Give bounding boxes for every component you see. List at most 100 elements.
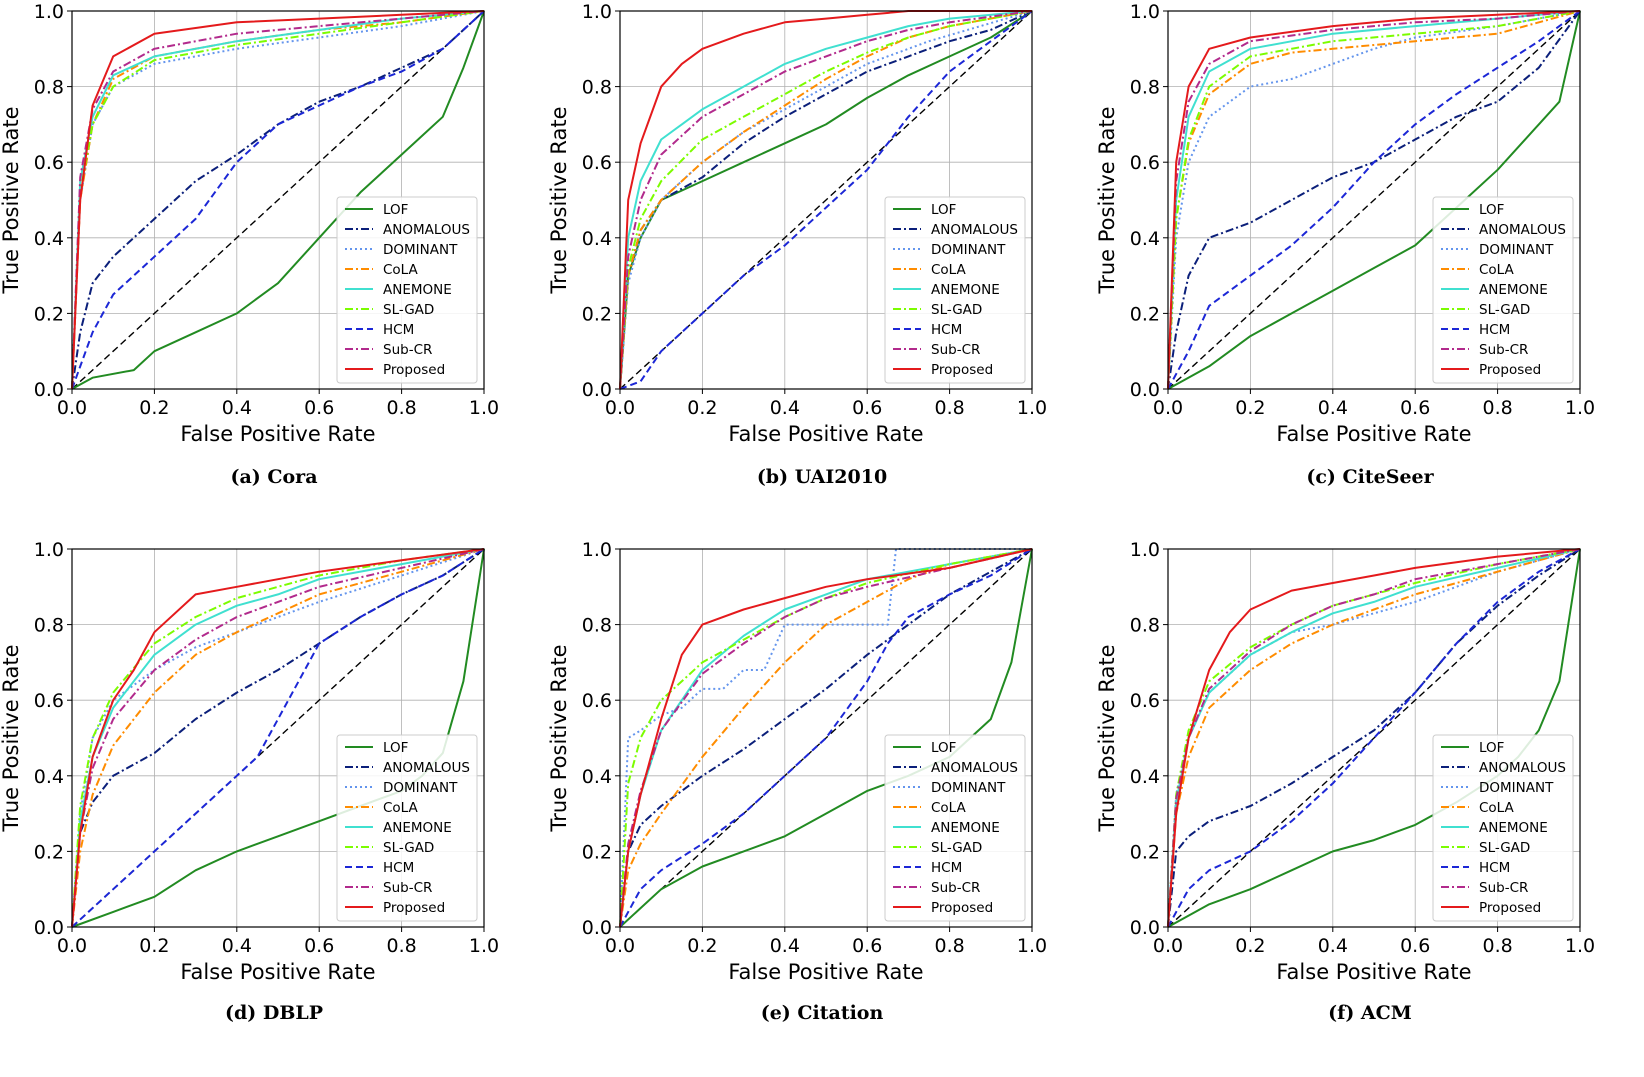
x-tick-label: 1.0 [1017,935,1047,957]
x-tick-label: 0.6 [1400,397,1430,419]
series-line-sub-cr [71,548,485,928]
legend-label-lof: LOF [931,202,956,218]
series-line-sl-gad [71,548,485,928]
legend-label-dominant: DOMINANT [931,780,1006,796]
series-line-anemone [1167,10,1581,390]
legend-box [336,196,478,384]
legend-label-dominant: DOMINANT [1479,242,1554,258]
legend-label-proposed: Proposed [931,362,993,378]
y-tick-label: 0.6 [582,152,612,174]
legend-label-cola: CoLA [383,800,419,816]
x-tick-label: 0.4 [1318,935,1348,957]
random-baseline-line [71,10,485,390]
series-line-hcm [1167,548,1581,928]
series-line-cola [1167,548,1581,928]
series-line-proposed [619,548,1033,928]
x-tick-label: 0.0 [605,935,635,957]
x-tick-label: 0.0 [605,397,635,419]
y-tick-label: 0.0 [34,917,64,939]
y-axis-label: True Positive Rate [1096,644,1119,832]
legend: LOF ANOMALOUS DOMINANT CoLA ANEMONE SL-GAD HCM… [336,734,478,922]
legend-label-anemone: ANEMONE [931,820,1000,836]
y-tick-label: 0.4 [1130,228,1160,250]
series-line-dominant [71,548,485,928]
x-tick-label: 1.0 [469,397,499,419]
series-line-cola [619,10,1033,390]
x-tick-label: 1.0 [1565,935,1595,957]
legend-label-cola: CoLA [1479,262,1515,278]
roc-chart-uai2010: 0.0 0.2 0.4 0.6 0.8 1.0 0.0 0.2 0.4 0.6 0.8 1.0 Fals… [547,1,1047,446]
legend-label-lof: LOF [383,740,408,756]
y-tick-label: 0.0 [582,379,612,401]
x-axis-label: False Positive Rate [728,422,923,446]
series-line-lof [619,548,1033,928]
legend-label-sl-gad: SL-GAD [931,302,982,318]
y-tick-label: 0.4 [1130,766,1160,788]
y-tick-label: 0.8 [582,77,612,99]
legend-label-anomalous: ANOMALOUS [383,760,470,776]
y-tick-label: 1.0 [34,1,64,23]
legend: LOF ANOMALOUS DOMINANT CoLA ANEMONE SL-GAD HCM… [336,196,478,384]
legend: LOF ANOMALOUS DOMINANT CoLA ANEMONE SL-GAD HCM… [884,196,1026,384]
caption-acm: (f) ACM [1328,1002,1412,1024]
y-tick-label: 0.6 [1130,690,1160,712]
legend-label-hcm: HCM [383,322,414,338]
legend-label-anemone: ANEMONE [1479,820,1548,836]
caption-cora: (a) Cora [230,466,318,488]
y-tick-label: 0.8 [582,615,612,637]
legend-label-cola: CoLA [931,262,967,278]
caption-citeseer: (c) CiteSeer [1306,466,1434,488]
y-tick-label: 0.0 [1130,917,1160,939]
y-tick-label: 0.6 [34,690,64,712]
series-line-proposed [1167,10,1581,390]
x-tick-label: 1.0 [1017,397,1047,419]
y-tick-label: 0.6 [34,152,64,174]
y-tick-label: 0.4 [34,766,64,788]
y-tick-label: 0.4 [34,228,64,250]
series-line-hcm [1167,10,1581,390]
x-tick-label: 0.4 [222,397,252,419]
x-axis-label: False Positive Rate [1276,960,1471,984]
series-line-sl-gad [1167,548,1581,928]
y-tick-label: 0.2 [582,303,612,325]
x-axis-label: False Positive Rate [1276,422,1471,446]
x-axis-label: False Positive Rate [180,960,375,984]
series-line-proposed [71,548,485,928]
y-axis-label: True Positive Rate [0,644,23,832]
x-axis-label: False Positive Rate [728,960,923,984]
caption-citation: (e) Citation [760,1002,884,1024]
x-tick-label: 0.6 [304,935,334,957]
plot-frame [619,10,1033,390]
legend-label-sub-cr: Sub-CR [1479,880,1528,896]
legend-label-anomalous: ANOMALOUS [383,222,470,238]
series-line-sl-gad [1167,10,1581,390]
legend-label-hcm: HCM [931,322,962,338]
roc-chart-dblp: 0.0 0.2 0.4 0.6 0.8 1.0 0.0 0.2 0.4 0.6 0.8 1.0 Fals… [0,539,499,984]
plot-frame [71,10,485,390]
roc-panel-uai2010: 0.0 0.2 0.4 0.6 0.8 1.0 0.0 0.2 0.4 0.6 0.8 1.0 Fals… [547,0,1096,500]
legend-label-anemone: ANEMONE [931,282,1000,298]
y-tick-label: 0.2 [1130,303,1160,325]
y-tick-label: 0.2 [582,841,612,863]
x-tick-label: 0.6 [304,397,334,419]
series-line-lof [1167,548,1581,928]
series-line-sub-cr [619,548,1033,928]
x-tick-label: 0.8 [386,935,416,957]
legend-label-anomalous: ANOMALOUS [931,760,1018,776]
legend-label-cola: CoLA [383,262,419,278]
legend-label-hcm: HCM [931,860,962,876]
series-line-anomalous [71,10,485,390]
legend: LOF ANOMALOUS DOMINANT CoLA ANEMONE SL-GAD HCM… [1432,196,1574,384]
y-tick-label: 0.6 [1130,152,1160,174]
series-line-hcm [71,10,485,390]
legend: LOF ANOMALOUS DOMINANT CoLA ANEMONE SL-GAD HCM… [1432,734,1574,922]
legend-label-sl-gad: SL-GAD [1479,302,1530,318]
series-line-anomalous [1167,548,1581,928]
roc-chart-cora: 0.0 0.2 0.4 0.6 0.8 1.0 0.0 0.2 0.4 0.6 0.8 1.0 Fals… [0,1,499,446]
x-tick-label: 0.0 [1153,935,1183,957]
y-tick-label: 0.2 [34,841,64,863]
legend-label-hcm: HCM [383,860,414,876]
y-axis-label: True Positive Rate [548,106,571,294]
legend-label-lof: LOF [383,202,408,218]
series-line-lof [71,10,485,390]
